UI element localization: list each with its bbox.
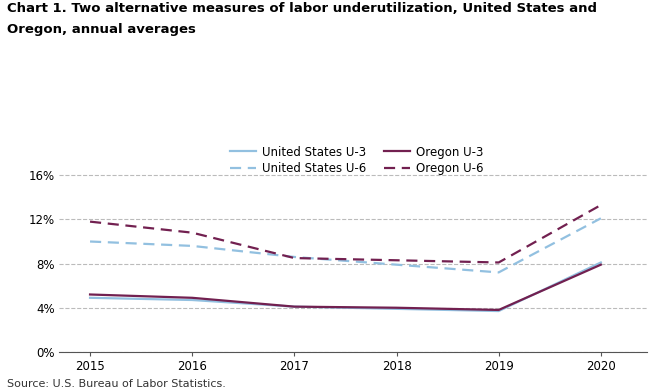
Text: Chart 1. Two alternative measures of labor underutilization, United States and: Chart 1. Two alternative measures of lab… (7, 2, 597, 15)
Text: Source: U.S. Bureau of Labor Statistics.: Source: U.S. Bureau of Labor Statistics. (7, 379, 226, 389)
Legend: United States U-3, United States U-6, Oregon U-3, Oregon U-6: United States U-3, United States U-6, Or… (225, 141, 488, 180)
Text: Oregon, annual averages: Oregon, annual averages (7, 23, 195, 36)
